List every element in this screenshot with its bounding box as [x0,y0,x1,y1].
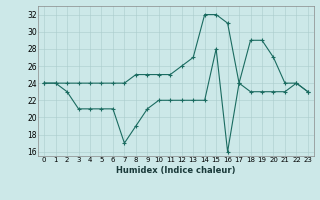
X-axis label: Humidex (Indice chaleur): Humidex (Indice chaleur) [116,166,236,175]
